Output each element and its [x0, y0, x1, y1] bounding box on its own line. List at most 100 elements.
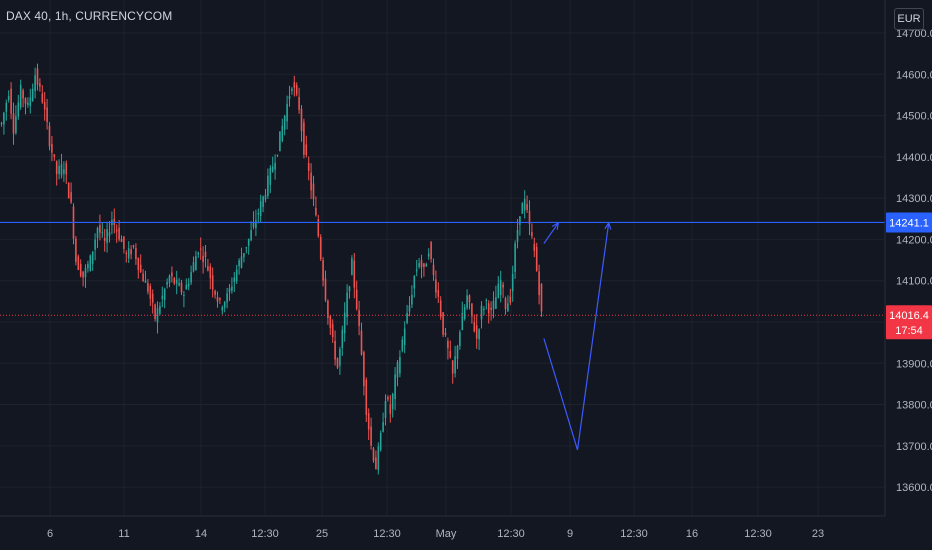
projection-arrow-line: [543, 222, 559, 244]
candle-down: [51, 143, 53, 153]
candle-down: [123, 236, 125, 249]
candle-up: [166, 282, 168, 285]
currency-button[interactable]: EUR: [894, 8, 924, 30]
candle-up: [31, 88, 34, 101]
candle-up: [406, 312, 408, 323]
price-tick-label: 14700.0: [896, 28, 932, 40]
candle-up: [63, 169, 65, 174]
candle-up: [5, 102, 8, 112]
price-tick-label: 13600.0: [896, 482, 932, 494]
candle-down: [211, 275, 214, 290]
candle-up: [178, 283, 180, 286]
candle-down: [358, 310, 360, 326]
candle-up: [190, 272, 192, 283]
candle-up: [262, 196, 264, 207]
time-axis[interactable]: 6 11 14 12:30 25 12:30 May 12:30 9 12:30 16 12:30 23: [47, 528, 824, 540]
candle-up: [144, 280, 147, 283]
candle-up: [427, 253, 430, 257]
candle-down: [420, 260, 423, 268]
candle-down: [48, 125, 51, 147]
candle-up: [271, 166, 274, 172]
candle-down: [36, 68, 39, 85]
candle-up: [459, 332, 461, 347]
candle-up: [341, 329, 344, 349]
projection-zigzag-line: [543, 222, 610, 451]
candle-down: [171, 272, 173, 277]
candle-up: [168, 275, 171, 283]
candle-up: [411, 294, 413, 305]
candle-down: [487, 303, 490, 314]
candle-up: [454, 356, 456, 374]
candle-up: [94, 239, 96, 250]
horizontal-line-label-bg: [886, 212, 932, 233]
candle-down: [471, 303, 473, 317]
candle-down: [437, 290, 440, 297]
candle-up: [238, 260, 240, 267]
candle-down: [24, 98, 27, 104]
candle-down: [67, 182, 70, 199]
candle-up: [348, 286, 351, 292]
candlestick-series: [0, 63, 543, 475]
candle-down: [22, 90, 24, 99]
candle-up: [379, 432, 382, 451]
time-tick-label: 9: [567, 528, 573, 540]
candle-up: [279, 131, 281, 152]
price-tick-label: 14600.0: [896, 69, 932, 81]
candle-down: [209, 266, 212, 279]
symbol-title[interactable]: DAX 40, 1h, CURRENCYCOM: [6, 9, 173, 23]
candle-up: [521, 203, 524, 214]
candle-down: [295, 85, 298, 95]
candle-down: [77, 256, 80, 271]
candle-down: [202, 255, 204, 263]
candle-up: [264, 194, 267, 200]
candle-up: [480, 305, 483, 320]
candle-down: [473, 322, 476, 332]
candle-down: [444, 333, 447, 335]
time-tick-label: 23: [812, 528, 824, 540]
candle-up: [3, 112, 5, 125]
candle-up: [7, 96, 10, 100]
candle-down: [475, 325, 478, 339]
candle-up: [403, 328, 406, 346]
candle-up: [108, 232, 111, 237]
candle-down: [468, 295, 471, 303]
candle-up: [413, 276, 416, 289]
candle-up: [516, 230, 519, 242]
candle-down: [331, 323, 334, 338]
candle-down: [329, 315, 332, 329]
candle-down: [439, 300, 442, 317]
candle-up: [183, 294, 185, 296]
candle-down: [327, 300, 329, 318]
candle-up: [161, 295, 164, 299]
time-tick-label: 12:30: [497, 528, 525, 540]
candle-up: [96, 228, 99, 238]
candle-down: [375, 457, 377, 470]
candle-down: [300, 108, 303, 132]
candle-down: [204, 251, 207, 257]
candle-down: [216, 297, 219, 302]
candle-down: [531, 232, 533, 237]
candle-down: [132, 245, 135, 247]
candle-down: [305, 144, 308, 155]
candle-down: [315, 207, 317, 216]
candle-up: [84, 268, 87, 278]
candle-up: [58, 166, 60, 174]
candle-up: [60, 164, 63, 176]
candle-up: [101, 232, 104, 234]
time-tick-label: 12:30: [251, 528, 279, 540]
candle-down: [82, 271, 84, 278]
candle-up: [235, 269, 238, 282]
candle-up: [267, 175, 269, 197]
candle-up: [250, 230, 252, 241]
candle-down: [490, 307, 492, 310]
candle-up: [281, 125, 284, 141]
candle-up: [163, 289, 166, 300]
candle-down: [103, 238, 106, 242]
price-tick-label: 14500.0: [896, 111, 932, 123]
candle-up: [228, 288, 231, 293]
candle-down: [363, 352, 365, 387]
candle-down: [435, 279, 437, 293]
candle-up: [425, 264, 428, 267]
price-axis[interactable]: 13600.013700.013800.013900.014000.014100…: [896, 28, 932, 494]
